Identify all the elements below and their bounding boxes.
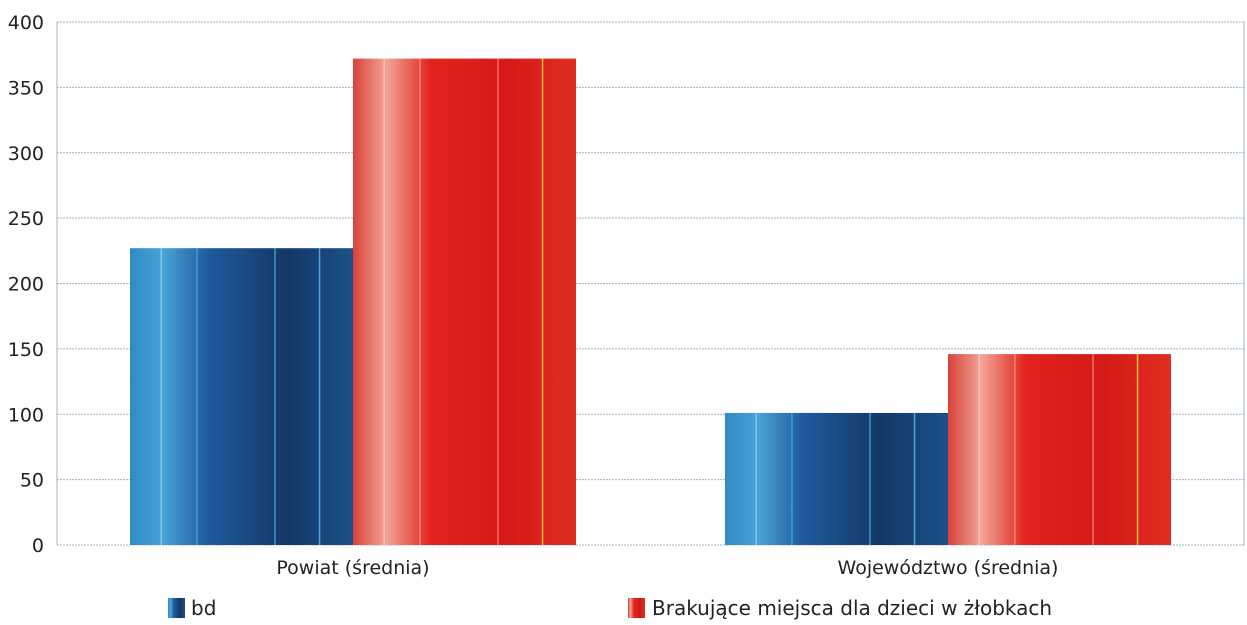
x-category-label: Powiat (średnia): [276, 557, 429, 579]
y-axis-ticks: 0 50 100 150 200 250 300 350 400: [8, 12, 44, 557]
legend-item-series-2: Brakujące miejsca dla dzieci w żłobkach: [628, 596, 1052, 620]
x-axis-categories: Powiat (średnia) Województwo (średnia): [276, 557, 1058, 579]
bar-body: [948, 354, 1171, 545]
x-category-label: Województwo (średnia): [838, 557, 1059, 579]
bar-2-2: [948, 354, 1171, 545]
legend-swatch-series-1: [168, 598, 185, 618]
gridlines: [56, 21, 1245, 546]
y-tick-label: 100: [8, 404, 44, 426]
y-tick-label: 350: [8, 77, 44, 99]
bar-body: [725, 412, 948, 545]
bar-1-2: [725, 412, 948, 545]
bar-1-1: [130, 248, 353, 545]
legend-label-series-2: Brakujące miejsca dla dzieci w żłobkach: [652, 596, 1052, 620]
legend: bd Brakujące miejsca dla dzieci w żłobka…: [168, 596, 1052, 620]
legend-label-series-1: bd: [191, 596, 216, 620]
y-tick-label: 0: [32, 535, 44, 557]
y-tick-label: 300: [8, 143, 44, 165]
y-tick-label: 150: [8, 339, 44, 361]
bar-body: [130, 248, 353, 545]
legend-item-series-1: bd: [168, 596, 216, 620]
y-tick-label: 200: [8, 274, 44, 296]
bar-2-1: [353, 58, 576, 546]
y-tick-label: 250: [8, 208, 44, 230]
bar-body: [353, 58, 576, 546]
y-tick-label: 400: [8, 12, 44, 34]
bars: [130, 58, 1171, 546]
legend-swatch-series-2: [628, 598, 645, 618]
y-tick-label: 50: [20, 470, 44, 492]
